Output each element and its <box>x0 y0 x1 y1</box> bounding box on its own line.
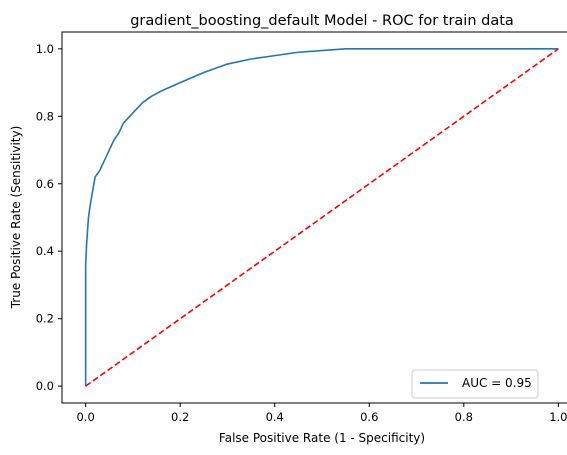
y-tick-label: 0.4 <box>36 244 54 258</box>
x-axis-label: False Positive Rate (1 - Specificity) <box>219 431 425 445</box>
y-tick-label: 0.0 <box>36 379 54 393</box>
y-axis-label: True Positive Rate (Sensitivity) <box>9 126 23 310</box>
legend-box <box>411 369 539 399</box>
y-axis: 0.0 0.2 0.4 0.6 0.8 1.0 <box>36 42 62 393</box>
legend: AUC = 0.95 <box>411 369 539 399</box>
x-tick-label: 0.6 <box>360 410 378 424</box>
x-tick-label: 0.2 <box>171 410 189 424</box>
legend-label: AUC = 0.95 <box>462 376 532 390</box>
x-tick-label: 1.0 <box>549 410 567 424</box>
y-tick-label: 0.8 <box>36 109 54 123</box>
x-tick-label: 0.8 <box>455 410 473 424</box>
roc-curve <box>84 48 559 387</box>
x-axis: 0.0 0.2 0.4 0.6 0.8 1.0 <box>76 403 567 424</box>
series-layer <box>84 48 559 387</box>
y-tick-label: 0.2 <box>36 312 54 326</box>
chart-title: gradient_boosting_default Model - ROC fo… <box>130 13 514 29</box>
y-tick-label: 1.0 <box>36 42 54 56</box>
x-tick-label: 0.4 <box>266 410 284 424</box>
y-tick-label: 0.6 <box>36 177 54 191</box>
x-tick-label: 0.0 <box>76 410 94 424</box>
plot-area <box>61 31 567 404</box>
reference-line <box>85 48 559 387</box>
